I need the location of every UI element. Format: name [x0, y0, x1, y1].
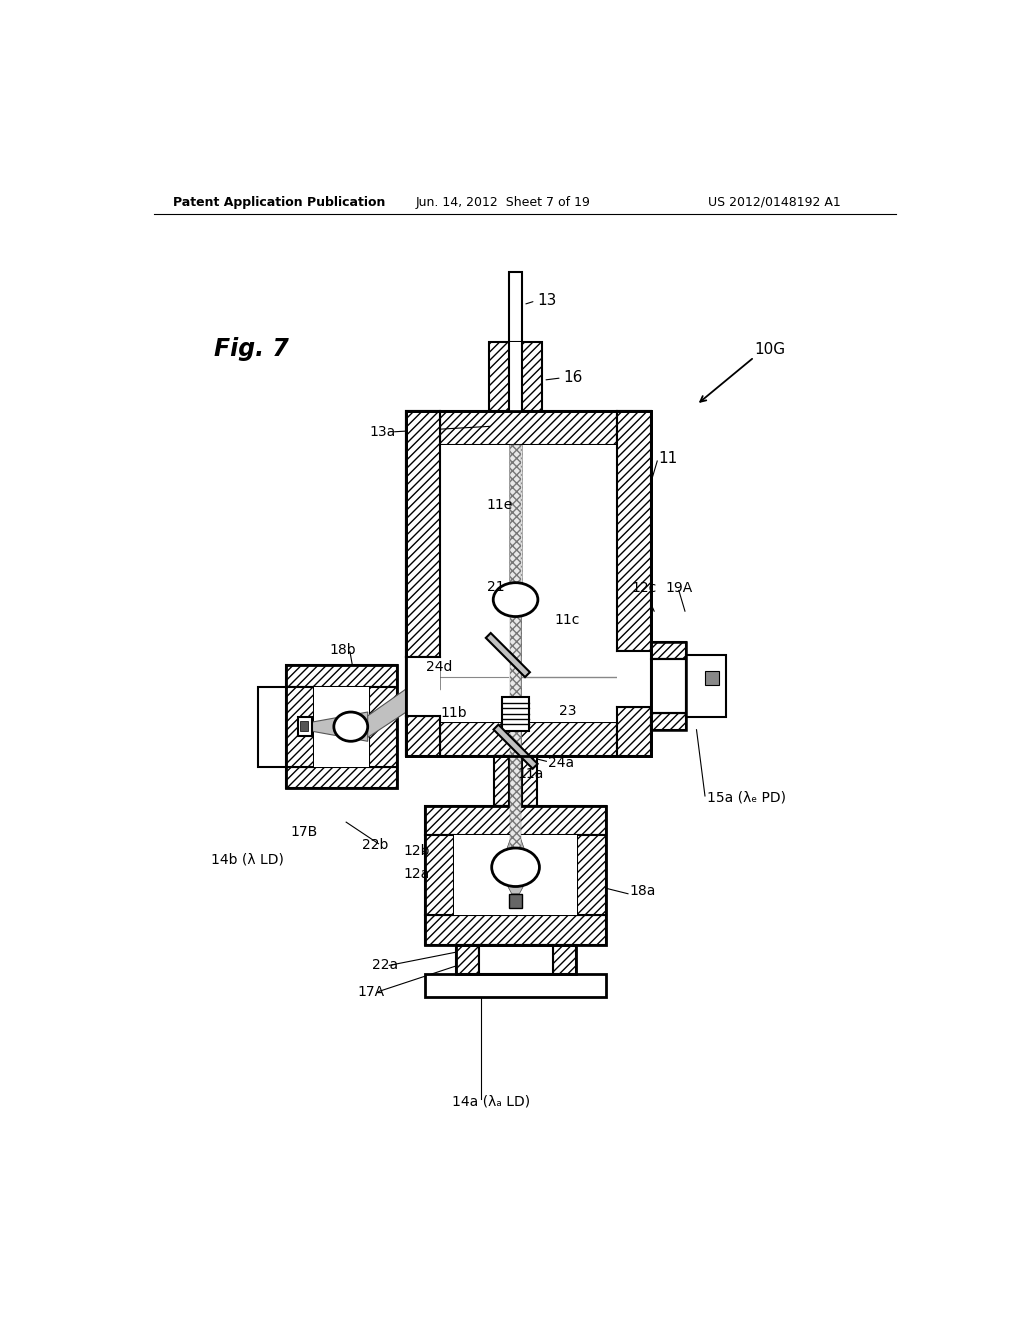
Bar: [509, 272, 521, 342]
Text: 14a (λₐ LD): 14a (λₐ LD): [453, 1094, 530, 1109]
Bar: [407, 411, 651, 756]
Bar: [425, 915, 606, 945]
Bar: [425, 807, 606, 945]
Bar: [286, 665, 397, 686]
Text: 11a: 11a: [517, 767, 544, 781]
Text: 12b: 12b: [403, 845, 430, 858]
Bar: [407, 657, 440, 715]
Bar: [286, 665, 397, 788]
Bar: [440, 411, 617, 445]
Polygon shape: [511, 756, 520, 807]
Bar: [617, 706, 651, 756]
Bar: [617, 411, 651, 756]
Text: 17A: 17A: [357, 985, 385, 998]
Text: 11c: 11c: [554, 614, 580, 627]
Polygon shape: [368, 665, 440, 738]
Bar: [407, 715, 440, 756]
Text: 22b: 22b: [361, 838, 388, 853]
Bar: [370, 686, 397, 767]
Text: 24a: 24a: [548, 756, 574, 770]
Bar: [510, 616, 521, 801]
Bar: [617, 651, 651, 706]
Text: 16: 16: [563, 371, 583, 385]
Bar: [313, 686, 370, 767]
Bar: [509, 342, 521, 411]
Text: 11: 11: [658, 451, 678, 466]
Bar: [510, 616, 521, 697]
Text: 11b: 11b: [440, 706, 467, 719]
Bar: [456, 945, 478, 974]
Bar: [489, 342, 542, 411]
Text: Fig. 7: Fig. 7: [214, 338, 289, 362]
Bar: [553, 945, 575, 974]
Bar: [425, 974, 606, 997]
Bar: [298, 718, 312, 737]
Ellipse shape: [334, 711, 368, 742]
Bar: [651, 642, 686, 730]
Text: 17B: 17B: [291, 825, 318, 840]
Polygon shape: [508, 887, 523, 894]
Bar: [425, 836, 454, 915]
Bar: [478, 945, 553, 974]
Polygon shape: [485, 634, 529, 677]
Text: 12c: 12c: [631, 581, 656, 595]
Bar: [456, 945, 575, 974]
Bar: [651, 713, 686, 730]
Bar: [258, 686, 286, 767]
Ellipse shape: [492, 847, 540, 887]
Text: 11e: 11e: [486, 498, 513, 512]
Polygon shape: [312, 711, 368, 742]
Ellipse shape: [494, 582, 538, 616]
Text: 19A: 19A: [666, 581, 693, 595]
Text: 18a: 18a: [630, 884, 656, 899]
Bar: [440, 445, 617, 722]
Bar: [407, 411, 440, 756]
Text: 13a: 13a: [370, 425, 395, 438]
Text: US 2012/0148192 A1: US 2012/0148192 A1: [708, 195, 841, 209]
Bar: [286, 767, 397, 788]
Bar: [578, 836, 606, 915]
Bar: [686, 655, 726, 717]
Bar: [509, 894, 522, 908]
Bar: [440, 722, 617, 756]
Bar: [510, 445, 521, 582]
Polygon shape: [494, 725, 538, 768]
Text: Jun. 14, 2012  Sheet 7 of 19: Jun. 14, 2012 Sheet 7 of 19: [416, 195, 590, 209]
Text: 13: 13: [538, 293, 556, 309]
Text: 10G: 10G: [755, 342, 785, 356]
Bar: [494, 756, 538, 807]
Text: 15a (λₑ PD): 15a (λₑ PD): [707, 791, 785, 804]
Bar: [454, 836, 578, 915]
Text: 18b: 18b: [330, 643, 356, 656]
Bar: [286, 686, 313, 767]
Bar: [617, 411, 651, 651]
Bar: [651, 642, 686, 659]
Text: 12a: 12a: [403, 867, 430, 882]
Bar: [407, 411, 651, 756]
Bar: [300, 721, 307, 731]
Bar: [651, 659, 686, 713]
Text: 22a: 22a: [373, 958, 398, 973]
Text: 14b (λ⁢ LD): 14b (λ⁢ LD): [211, 853, 285, 866]
Text: 24d: 24d: [426, 660, 453, 673]
Text: Patent Application Publication: Patent Application Publication: [173, 195, 385, 209]
Text: 23: 23: [559, 705, 577, 718]
Bar: [407, 411, 440, 657]
Text: 21: 21: [487, 579, 505, 594]
Bar: [509, 445, 521, 582]
Bar: [502, 697, 529, 731]
Bar: [509, 756, 521, 807]
Bar: [510, 731, 521, 850]
Bar: [705, 672, 719, 685]
Polygon shape: [506, 836, 524, 850]
Bar: [425, 807, 606, 836]
